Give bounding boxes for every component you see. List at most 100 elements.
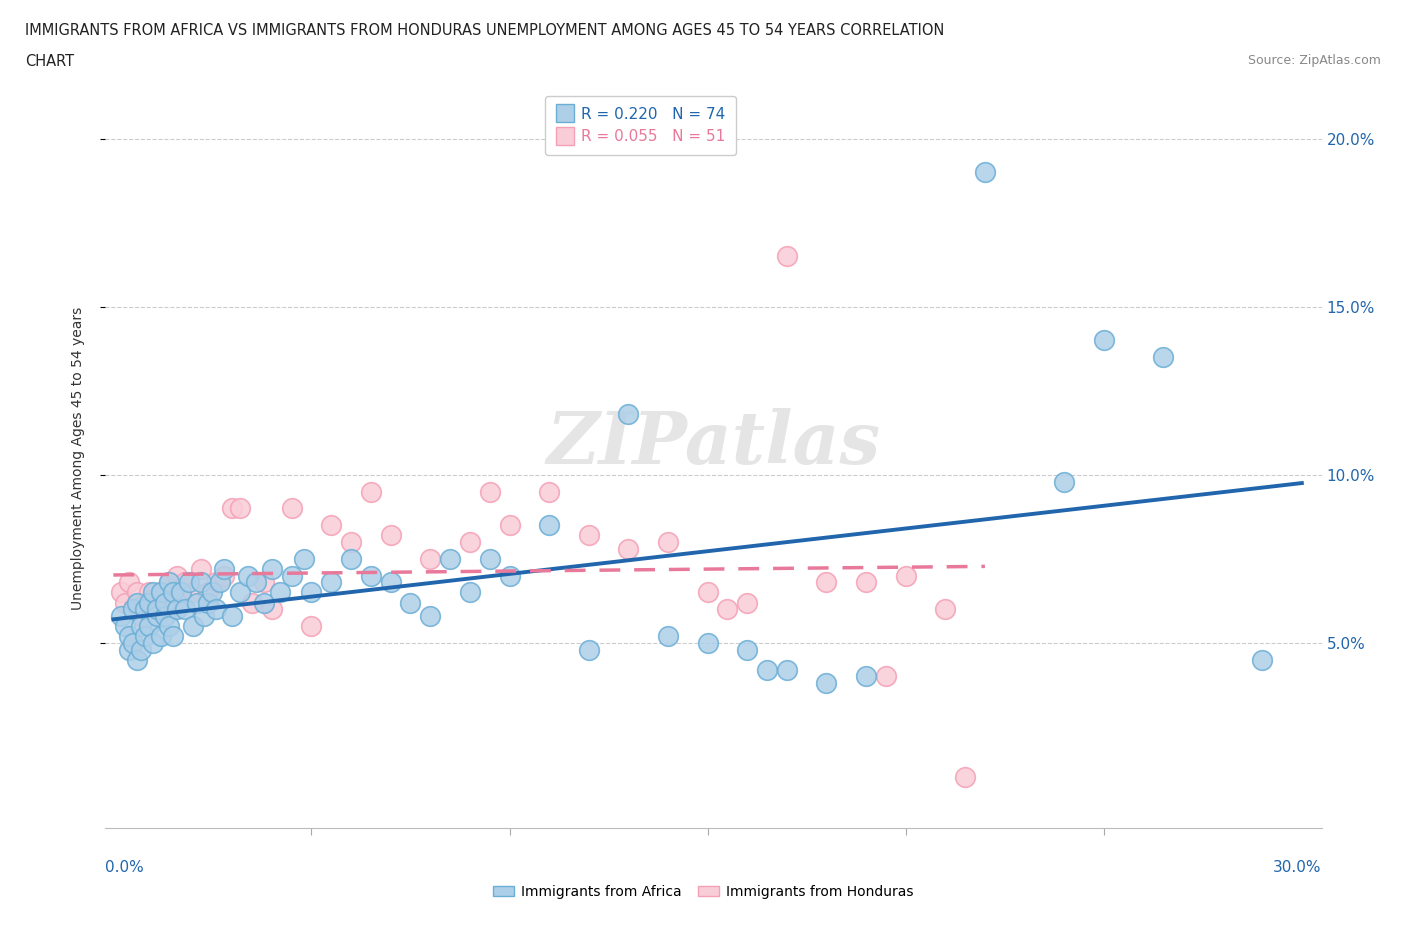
Point <box>301 585 323 600</box>
Point <box>129 618 152 633</box>
Point <box>419 551 441 566</box>
Point <box>173 575 195 590</box>
Point <box>157 575 180 590</box>
Point <box>439 551 461 566</box>
Point <box>578 642 600 657</box>
Point <box>360 568 382 583</box>
Point <box>280 568 302 583</box>
Point <box>181 585 204 600</box>
Point <box>221 608 243 623</box>
Point <box>380 528 402 543</box>
Y-axis label: Unemployment Among Ages 45 to 54 years: Unemployment Among Ages 45 to 54 years <box>70 306 84 610</box>
Point <box>301 618 323 633</box>
Point <box>735 595 758 610</box>
Point <box>815 676 838 691</box>
Point <box>340 551 363 566</box>
Text: CHART: CHART <box>25 54 75 69</box>
Point <box>280 501 302 516</box>
Legend: R = 0.220   N = 74, R = 0.055   N = 51: R = 0.220 N = 74, R = 0.055 N = 51 <box>544 96 737 155</box>
Point <box>617 407 640 422</box>
Point <box>181 618 204 633</box>
Point <box>114 618 136 633</box>
Point <box>146 608 169 623</box>
Point <box>134 602 156 617</box>
Point <box>776 662 799 677</box>
Point <box>197 585 219 600</box>
Point <box>146 602 169 617</box>
Point <box>458 585 481 600</box>
Point <box>214 562 236 577</box>
Point <box>478 551 501 566</box>
Point <box>166 602 188 617</box>
Point <box>657 629 679 644</box>
Point <box>149 585 172 600</box>
Point <box>292 551 315 566</box>
Point <box>260 602 283 617</box>
Point <box>205 575 228 590</box>
Point <box>221 501 243 516</box>
Point <box>974 165 997 179</box>
Point <box>162 602 184 617</box>
Point <box>149 585 172 600</box>
Point <box>617 541 640 556</box>
Point <box>138 595 160 610</box>
Point <box>134 629 156 644</box>
Point <box>229 585 252 600</box>
Point <box>380 575 402 590</box>
Point <box>110 608 132 623</box>
Point <box>756 662 779 677</box>
Point <box>190 575 212 590</box>
Point <box>122 635 145 650</box>
Point <box>1092 333 1115 348</box>
Point <box>129 642 152 657</box>
Point <box>214 568 236 583</box>
Point <box>129 608 152 623</box>
Point <box>142 591 165 606</box>
Point <box>153 608 176 623</box>
Point <box>498 518 520 533</box>
Point <box>716 602 738 617</box>
Point <box>1152 350 1174 365</box>
Point <box>934 602 956 617</box>
Point <box>696 635 718 650</box>
Point <box>170 585 193 600</box>
Point <box>127 652 149 667</box>
Point <box>157 575 180 590</box>
Point <box>735 642 758 657</box>
Point <box>205 602 228 617</box>
Text: 30.0%: 30.0% <box>1274 860 1322 875</box>
Text: 0.0%: 0.0% <box>105 860 145 875</box>
Point <box>498 568 520 583</box>
Point <box>110 585 132 600</box>
Point <box>269 585 291 600</box>
Point <box>177 575 200 590</box>
Point <box>240 595 263 610</box>
Point <box>127 595 149 610</box>
Point <box>127 585 149 600</box>
Point <box>875 669 897 684</box>
Point <box>162 629 184 644</box>
Point <box>538 485 561 499</box>
Point <box>122 602 145 617</box>
Point <box>696 585 718 600</box>
Point <box>236 568 259 583</box>
Point <box>138 618 160 633</box>
Point <box>321 518 343 533</box>
Point <box>1251 652 1274 667</box>
Point <box>657 535 679 550</box>
Point <box>138 585 160 600</box>
Point <box>321 575 343 590</box>
Point <box>478 485 501 499</box>
Point <box>855 669 877 684</box>
Point <box>253 595 276 610</box>
Point <box>118 629 141 644</box>
Legend: Immigrants from Africa, Immigrants from Honduras: Immigrants from Africa, Immigrants from … <box>488 880 918 905</box>
Point <box>142 635 165 650</box>
Point <box>253 575 276 590</box>
Point <box>146 602 169 617</box>
Point <box>855 575 877 590</box>
Point <box>360 485 382 499</box>
Point <box>153 595 176 610</box>
Point <box>260 562 283 577</box>
Point <box>166 568 188 583</box>
